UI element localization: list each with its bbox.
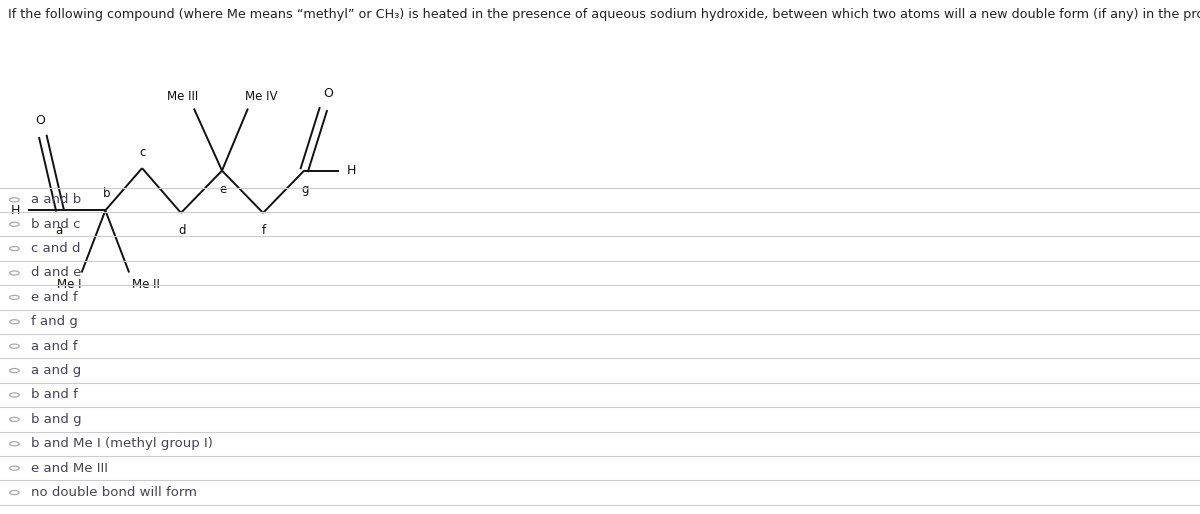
Text: b and Me I (methyl group I): b and Me I (methyl group I) [31, 437, 214, 450]
Text: a and g: a and g [31, 364, 82, 377]
Text: a: a [55, 224, 62, 237]
Text: g: g [301, 182, 308, 195]
Text: O: O [36, 114, 46, 127]
Text: d and e: d and e [31, 266, 82, 280]
Text: c and d: c and d [31, 242, 80, 255]
Text: b and g: b and g [31, 413, 82, 426]
Text: Me I: Me I [58, 279, 82, 291]
Text: H: H [347, 164, 355, 177]
Text: f: f [262, 224, 266, 237]
Text: Me III: Me III [168, 89, 199, 103]
Text: Me IV: Me IV [246, 89, 278, 103]
Text: If the following compound (where Me means “methyl” or CH₃) is heated in the pres: If the following compound (where Me mean… [8, 8, 1200, 21]
Text: Me II: Me II [132, 279, 160, 291]
Text: a and f: a and f [31, 340, 78, 353]
Text: e and f: e and f [31, 291, 78, 304]
Text: f and g: f and g [31, 315, 78, 328]
Text: a and b: a and b [31, 193, 82, 206]
Text: e and Me III: e and Me III [31, 462, 108, 474]
Text: d: d [178, 224, 186, 237]
Text: b: b [102, 188, 110, 200]
Text: O: O [323, 86, 332, 100]
Text: b and f: b and f [31, 389, 78, 401]
Text: H: H [11, 204, 20, 217]
Text: e: e [220, 182, 227, 195]
Text: b and c: b and c [31, 218, 80, 231]
Text: no double bond will form: no double bond will form [31, 486, 197, 499]
Text: c: c [139, 146, 146, 159]
